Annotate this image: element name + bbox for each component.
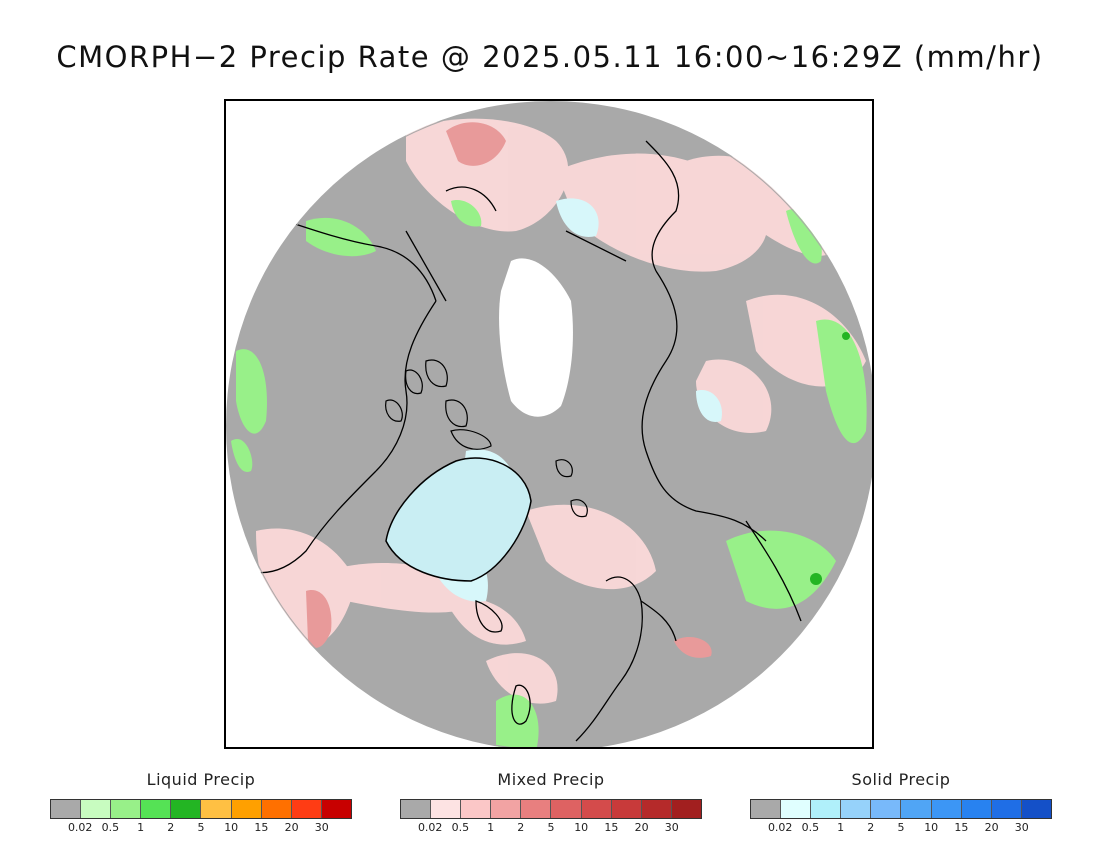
legend-mixed: Mixed Precip 0.02 0.5 1 2 5 10 15 20 30 — [400, 770, 702, 835]
legend-colorbar — [400, 799, 702, 819]
legend-tick-label: 0.5 — [801, 821, 820, 834]
legend-tick-label: 30 — [664, 821, 679, 834]
legend-tick-label: 0.5 — [451, 821, 470, 834]
polar-ice-white — [499, 258, 573, 417]
legend-swatch — [751, 800, 782, 818]
polar-map-frame — [224, 99, 874, 749]
legend-tick-label: 15 — [954, 821, 969, 834]
mixed-precip-strong — [306, 122, 712, 658]
legend-swatch — [491, 800, 522, 818]
legend-swatch — [431, 800, 462, 818]
legend-ticks: 0.02 0.5 1 2 5 10 15 20 30 — [50, 819, 352, 835]
legend-tick-label: 15 — [604, 821, 619, 834]
legend-swatch — [671, 800, 701, 818]
legend-tick-label: 1 — [137, 821, 145, 834]
legend-swatch — [171, 800, 202, 818]
legend-swatch — [201, 800, 232, 818]
legend-colorbar — [50, 799, 352, 819]
legend-tick-label: 10 — [224, 821, 239, 834]
legend-tick-label: 30 — [1014, 821, 1029, 834]
legend-swatch — [261, 800, 292, 818]
legend-tick-label: 2 — [517, 821, 525, 834]
legend-swatch — [991, 800, 1022, 818]
earth-disc-edge — [226, 101, 872, 747]
legend-swatch — [111, 800, 142, 818]
legend-tick-label: 0.02 — [767, 821, 793, 834]
liquid-precip-areas — [231, 200, 867, 747]
legend-swatch — [141, 800, 172, 818]
legend-ticks: 0.02 0.5 1 2 5 10 15 20 30 — [750, 819, 1052, 835]
legend-title: Solid Precip — [851, 770, 951, 789]
legend-title: Liquid Precip — [146, 770, 256, 789]
legend-liquid: Liquid Precip 0.02 0.5 1 2 5 10 15 20 30 — [50, 770, 352, 835]
legend-swatch — [931, 800, 962, 818]
legend-solid: Solid Precip 0.02 0.5 1 2 5 10 15 20 30 — [750, 770, 1052, 835]
legend-ticks: 0.02 0.5 1 2 5 10 15 20 30 — [400, 819, 702, 835]
legend-tick-label: 5 — [897, 821, 905, 834]
legend-tick-label: 0.5 — [101, 821, 120, 834]
legend-swatch — [901, 800, 932, 818]
legend-tick-label: 1 — [837, 821, 845, 834]
legend-swatch — [811, 800, 842, 818]
legend-title: Mixed Precip — [497, 770, 605, 789]
legend-tick-label: 20 — [284, 821, 299, 834]
legend-tick-label: 5 — [547, 821, 555, 834]
legend-tick-label: 0.02 — [417, 821, 443, 834]
arctic-islands — [385, 359, 588, 518]
legend-swatch — [1021, 800, 1051, 818]
polar-map — [226, 101, 872, 747]
legend-tick-label: 10 — [574, 821, 589, 834]
legend-swatch — [871, 800, 902, 818]
legend-tick-label: 10 — [924, 821, 939, 834]
legend-tick-label: 0.02 — [67, 821, 93, 834]
legend-tick-label: 1 — [487, 821, 495, 834]
legend-swatch — [231, 800, 262, 818]
legend-swatch — [841, 800, 872, 818]
legend-swatch — [781, 800, 812, 818]
legend-tick-label: 20 — [634, 821, 649, 834]
legend-swatch — [641, 800, 672, 818]
legend-swatch — [81, 800, 112, 818]
map-title: CMORPH−2 Precip Rate @ 2025.05.11 16:00~… — [56, 40, 1044, 74]
legend-swatch — [961, 800, 992, 818]
legend-swatch — [521, 800, 552, 818]
coastlines — [245, 140, 802, 742]
legend-swatch — [401, 800, 432, 818]
legend-swatch — [51, 800, 82, 818]
legend-swatch — [581, 800, 612, 818]
legend-swatch — [551, 800, 582, 818]
legend-colorbar — [750, 799, 1052, 819]
legend-swatch — [321, 800, 351, 818]
legend-tick-label: 30 — [314, 821, 329, 834]
legend-swatch — [461, 800, 492, 818]
legend-swatch — [291, 800, 322, 818]
legend-tick-label: 5 — [197, 821, 205, 834]
legend-tick-label: 20 — [984, 821, 999, 834]
legend-tick-label: 15 — [254, 821, 269, 834]
greenland-outline — [385, 457, 532, 582]
legend-tick-label: 2 — [167, 821, 175, 834]
legend-swatch — [611, 800, 642, 818]
liquid-precip-strong — [810, 332, 850, 585]
legend-tick-label: 2 — [867, 821, 875, 834]
